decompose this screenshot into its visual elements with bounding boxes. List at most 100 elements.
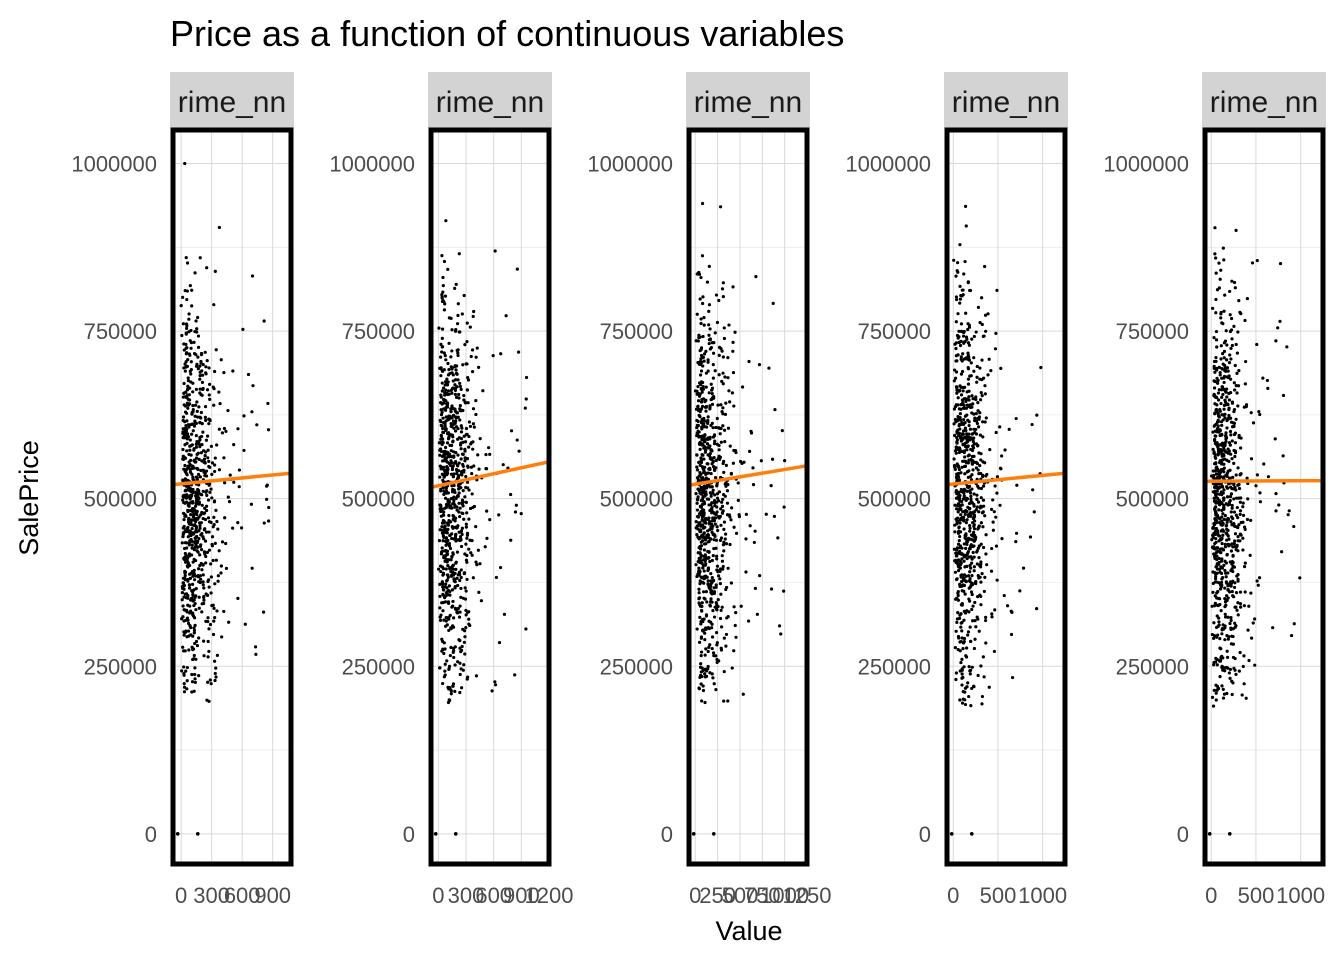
data-point bbox=[715, 603, 719, 607]
data-point bbox=[986, 312, 990, 316]
data-point bbox=[719, 536, 724, 540]
data-point bbox=[203, 454, 207, 458]
data-point bbox=[439, 449, 444, 454]
data-point bbox=[1030, 422, 1034, 427]
data-point bbox=[979, 505, 984, 509]
data-point bbox=[709, 471, 713, 476]
data-point bbox=[1249, 457, 1254, 461]
data-point bbox=[448, 546, 453, 551]
data-point bbox=[966, 418, 970, 422]
data-point bbox=[973, 519, 977, 523]
data-point bbox=[455, 576, 459, 580]
data-point bbox=[732, 525, 736, 529]
data-point bbox=[1225, 426, 1229, 430]
data-point bbox=[470, 472, 474, 476]
data-point bbox=[200, 610, 204, 614]
data-point bbox=[190, 288, 194, 292]
data-point bbox=[718, 582, 723, 586]
data-point bbox=[1219, 656, 1223, 660]
data-point bbox=[717, 516, 721, 520]
data-point bbox=[440, 525, 444, 529]
data-point bbox=[438, 582, 442, 586]
data-point bbox=[712, 538, 716, 542]
data-point bbox=[1220, 665, 1224, 670]
data-point bbox=[715, 631, 719, 635]
data-point bbox=[695, 508, 700, 512]
data-point bbox=[955, 548, 959, 552]
data-point bbox=[450, 525, 454, 529]
data-point bbox=[467, 547, 471, 551]
data-point bbox=[203, 517, 208, 522]
data-point bbox=[697, 591, 701, 595]
data-point bbox=[1234, 591, 1239, 595]
data-point bbox=[713, 476, 718, 480]
data-point bbox=[183, 429, 187, 433]
data-point bbox=[1215, 368, 1219, 372]
data-point bbox=[979, 565, 983, 569]
data-point bbox=[1217, 472, 1222, 476]
data-point bbox=[182, 583, 187, 588]
data-point bbox=[999, 366, 1003, 370]
data-point bbox=[188, 283, 192, 288]
data-point bbox=[447, 316, 451, 320]
data-point bbox=[974, 395, 978, 399]
data-point bbox=[967, 398, 971, 402]
data-point bbox=[192, 631, 196, 635]
data-point bbox=[707, 264, 711, 268]
data-point bbox=[1220, 413, 1224, 417]
x-tick-label: 500 bbox=[1238, 883, 1275, 908]
data-point bbox=[1223, 568, 1227, 573]
data-point bbox=[1229, 485, 1233, 489]
data-point bbox=[711, 376, 716, 380]
data-point bbox=[961, 578, 965, 582]
data-point bbox=[448, 698, 452, 703]
data-point bbox=[714, 512, 718, 517]
data-point bbox=[709, 503, 713, 507]
data-point bbox=[202, 550, 207, 554]
data-point bbox=[981, 545, 986, 550]
data-point bbox=[204, 619, 208, 623]
data-point bbox=[715, 525, 719, 529]
data-point bbox=[455, 471, 459, 476]
data-point bbox=[481, 389, 485, 393]
data-point bbox=[448, 443, 452, 448]
data-point bbox=[999, 467, 1003, 471]
data-point bbox=[715, 510, 719, 514]
data-point bbox=[200, 393, 204, 397]
data-point bbox=[1220, 376, 1224, 380]
data-point bbox=[193, 602, 197, 606]
data-point bbox=[967, 453, 971, 457]
data-point bbox=[721, 543, 726, 547]
data-point bbox=[1236, 601, 1240, 605]
data-point bbox=[1222, 374, 1227, 379]
data-point bbox=[445, 382, 449, 386]
data-point bbox=[960, 701, 965, 705]
data-point bbox=[443, 456, 447, 460]
data-point bbox=[210, 603, 214, 608]
data-point bbox=[722, 540, 726, 544]
data-point bbox=[203, 539, 208, 543]
data-point bbox=[744, 537, 748, 541]
data-point bbox=[1250, 261, 1255, 265]
data-point bbox=[211, 525, 215, 529]
data-point bbox=[203, 527, 207, 531]
data-point bbox=[1292, 524, 1296, 529]
data-point bbox=[1214, 574, 1218, 579]
data-point bbox=[265, 484, 269, 488]
data-point bbox=[1236, 549, 1240, 553]
data-point bbox=[193, 403, 198, 407]
y-tick-label: 750000 bbox=[84, 319, 157, 344]
data-point bbox=[188, 438, 192, 442]
data-point bbox=[199, 577, 203, 581]
data-point bbox=[195, 549, 199, 553]
data-point bbox=[956, 396, 960, 400]
data-point bbox=[968, 491, 973, 495]
data-point bbox=[462, 293, 466, 298]
data-point bbox=[703, 638, 707, 642]
data-point bbox=[456, 474, 460, 478]
data-point bbox=[1217, 476, 1221, 481]
data-point bbox=[724, 481, 728, 485]
data-point bbox=[695, 476, 700, 480]
data-point bbox=[446, 361, 450, 366]
data-point bbox=[696, 572, 700, 576]
